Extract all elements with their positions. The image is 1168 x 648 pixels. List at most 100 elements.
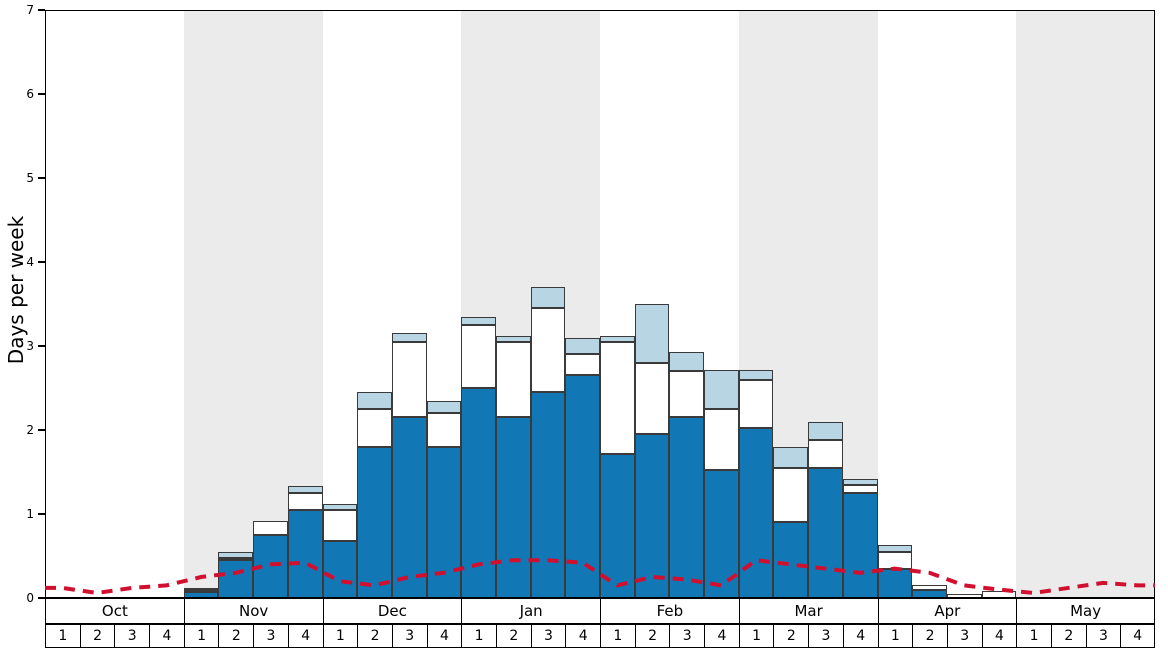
week-cell: 1 [738,624,774,648]
y-tick [38,261,45,263]
bar-segment-heavy-snow-days [877,568,913,598]
y-tick [38,513,45,515]
y-tick-label: 0 [26,591,34,605]
week-cell: 2 [218,624,254,648]
bar-segment-heavy-snow-days [253,535,288,598]
bar-segment-light-snow-days [912,585,947,590]
bar-segment-moderate-snow-days [391,333,427,342]
bar-segment-heavy-snow-days [530,392,566,598]
bar-segment-moderate-snow-days [322,503,358,510]
month-cell: May [1016,598,1155,624]
bar-segment-light-snow-days [357,409,392,447]
week-cell: 1 [1016,624,1051,648]
bar-segment-heavy-snow-days [773,522,809,598]
bar-segment-light-snow-days [253,520,288,535]
month-shading-band [1016,10,1155,598]
y-tick [38,429,45,431]
bar-segment-heavy-snow-days [669,417,705,598]
bar-segment-moderate-snow-days [426,400,462,414]
week-cell: 2 [912,624,947,648]
month-cell: Feb [600,598,739,624]
bar-segment-moderate-snow-days [808,421,843,441]
week-cell: 1 [600,624,635,648]
bar-segment-heavy-snow-days [600,453,635,598]
y-tick [38,597,45,599]
bar-segment-moderate-snow-days [877,545,913,552]
bar-segment-light-snow-days [669,371,705,418]
week-cell: 4 [287,624,323,648]
bar-segment-light-snow-days [391,341,427,418]
bar-segment-heavy-snow-days [565,375,600,598]
bar-segment-heavy-snow-days [218,560,254,598]
bar-segment-light-snow-days [808,440,843,468]
bar-segment-light-snow-days [495,341,531,418]
y-tick [38,93,45,95]
week-cell: 4 [704,624,739,648]
bar-segment-heavy-snow-days [391,417,427,598]
week-cell: 3 [253,624,288,648]
y-axis-title: Days per week [4,215,28,365]
bar-segment-heavy-snow-days [287,509,323,598]
bar-segment-light-snow-days [322,509,358,541]
bar-segment-light-snow-days [738,379,774,429]
bar-segment-heavy-snow-days [842,493,878,598]
bar-segment-light-snow-days [877,551,913,569]
month-axis: Oct Nov Dec Jan Feb Mar Apr May [45,598,1155,624]
week-cell: 2 [357,624,392,648]
bar-segment-moderate-snow-days [495,335,531,342]
bar-segment-heavy-snow-days [912,589,947,598]
month-cell: Oct [45,598,184,624]
y-tick [38,9,45,11]
week-cell: 1 [877,624,913,648]
bar-segment-moderate-snow-days [530,287,566,309]
bar-segment-moderate-snow-days [461,316,496,325]
bar-segment-moderate-snow-days [565,337,600,355]
bar-segment-heavy-snow-days [183,592,219,598]
bar-segment-light-snow-days [183,589,219,593]
week-cell: 2 [495,624,531,648]
week-cell: 4 [842,624,878,648]
bar-segment-heavy-snow-days [461,388,496,598]
bar-segment-moderate-snow-days [183,587,219,590]
y-tick [38,345,45,347]
bar-segment-heavy-snow-days [704,470,739,598]
y-tick-label: 2 [26,423,34,437]
bar-segment-moderate-snow-days [218,551,254,558]
week-cell: 4 [981,624,1017,648]
month-cell: Mar [738,598,878,624]
bar-segment-moderate-snow-days [842,478,878,485]
bar-segment-light-snow-days [704,409,739,471]
week-cell: 2 [79,624,115,648]
week-cell: 3 [391,624,427,648]
week-cell: 1 [183,624,219,648]
bar-segment-moderate-snow-days [600,335,635,342]
bar-segment-light-snow-days [600,341,635,454]
bar-segment-moderate-snow-days [669,351,705,372]
y-tick-label: 7 [26,3,34,17]
bar-segment-heavy-snow-days [426,446,462,598]
week-cell: 2 [773,624,809,648]
week-cell: 3 [1085,624,1121,648]
bar-segment-heavy-snow-days [322,540,358,598]
week-cell: 1 [45,624,80,648]
bar-segment-moderate-snow-days [773,446,809,468]
bar-segment-light-snow-days [426,413,462,447]
month-cell: Apr [877,598,1017,624]
bar-segment-heavy-snow-days [738,428,774,598]
week-cell: 3 [669,624,705,648]
month-cell: Dec [322,598,462,624]
bar-segment-light-snow-days [565,354,600,376]
bar-segment-light-snow-days [218,557,254,561]
bar-segment-heavy-snow-days [808,467,843,598]
week-cell: 2 [634,624,670,648]
bar-segment-light-snow-days [287,493,323,510]
week-cell: 2 [1050,624,1086,648]
month-cell: Nov [183,598,323,624]
bar-segment-heavy-snow-days [634,434,670,598]
y-tick [38,177,45,179]
bar-segment-light-snow-days [634,362,670,435]
month-cell: Jan [461,598,600,624]
week-cell: 3 [530,624,566,648]
week-cell: 4 [565,624,600,648]
